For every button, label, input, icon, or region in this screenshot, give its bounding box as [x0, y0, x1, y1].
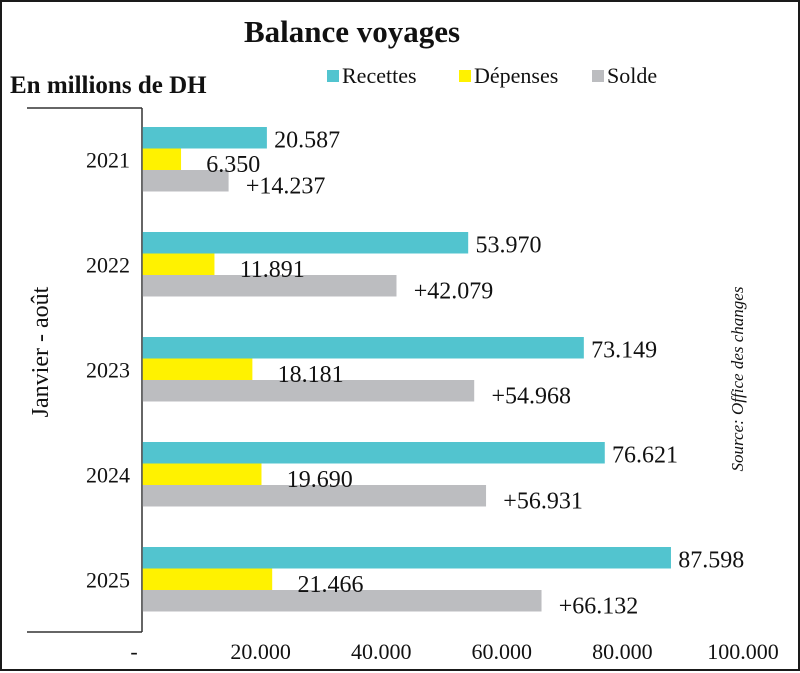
category-label-2021: 2021 [86, 147, 130, 172]
value-label-recettes-2023: 73.149 [591, 338, 657, 364]
value-label-recettes-2025: 87.598 [678, 548, 744, 574]
bar-recettes-2025 [142, 547, 671, 569]
chart-subtitle: En millions de DH [10, 72, 207, 99]
value-label-solde-2021: +14.237 [246, 174, 326, 200]
legend-label-recettes: Recettes [342, 63, 417, 88]
category-label-2025: 2025 [86, 567, 130, 592]
bar-recettes-2023 [142, 337, 584, 359]
chart-title: Balance voyages [244, 14, 460, 49]
value-label-depenses-2022: 11.891 [240, 257, 305, 283]
category-label-2023: 2023 [86, 357, 130, 382]
value-label-solde-2025: +66.132 [559, 594, 639, 620]
x-tick-label-4: 80.000 [592, 639, 653, 664]
value-label-recettes-2024: 76.621 [612, 443, 678, 469]
legend-item-depenses: Dépenses [459, 63, 558, 88]
legend-swatch-recettes [327, 70, 339, 82]
value-labels: 20.587 6.350+14.237 53.970 11.891 +42.079 73.… [206, 128, 744, 620]
value-label-depenses-2021: 6.350 [206, 152, 260, 178]
value-label-solde-2023: +54.968 [491, 384, 571, 410]
category-label-2024: 2024 [86, 462, 130, 487]
bar-recettes-2022 [142, 232, 469, 254]
legend-swatch-depenses [459, 70, 471, 82]
legend-label-depenses: Dépenses [474, 63, 558, 88]
x-tick-label-0: - [130, 639, 137, 664]
value-label-depenses-2023: 18.181 [278, 362, 344, 388]
x-tick-label-2: 40.000 [351, 639, 412, 664]
bar-depenses-2022 [142, 253, 215, 275]
x-tick-label-1: 20.000 [230, 639, 291, 664]
value-label-recettes-2022: 53.970 [475, 233, 541, 259]
legend: Recettes Dépenses Solde [327, 63, 657, 88]
bar-depenses-2023 [142, 358, 253, 380]
bar-solde-2022 [142, 275, 397, 297]
x-tick-label-5: 100.000 [707, 639, 779, 664]
category-labels: 2021 2022 2023 2024 2025 [86, 147, 130, 592]
bar-solde-2021 [142, 170, 229, 192]
source-note: Source: Office des changes [728, 286, 747, 471]
bar-recettes-2024 [142, 442, 605, 464]
bar-recettes-2021 [142, 127, 267, 149]
x-axis-ticks: - 20.000 40.000 60.000 80.000 100.000 [130, 639, 778, 664]
bars [142, 127, 671, 612]
bar-depenses-2024 [142, 463, 262, 485]
y-axis-label: Janvier - août [28, 286, 54, 417]
x-tick-label-3: 60.000 [472, 639, 533, 664]
bar-solde-2024 [142, 485, 487, 507]
legend-swatch-solde [592, 70, 604, 82]
bar-depenses-2021 [142, 148, 182, 170]
bar-solde-2025 [142, 590, 542, 612]
value-label-depenses-2024: 19.690 [287, 467, 353, 493]
value-label-solde-2022: +42.079 [414, 279, 494, 305]
category-label-2022: 2022 [86, 252, 130, 277]
bar-solde-2023 [142, 380, 475, 402]
value-label-recettes-2021: 20.587 [274, 128, 340, 154]
value-label-depenses-2025: 21.466 [297, 572, 363, 598]
legend-item-solde: Solde [592, 63, 657, 88]
legend-label-solde: Solde [607, 63, 657, 88]
value-label-solde-2024: +56.931 [503, 489, 583, 515]
bar-depenses-2025 [142, 568, 273, 590]
legend-item-recettes: Recettes [327, 63, 417, 88]
